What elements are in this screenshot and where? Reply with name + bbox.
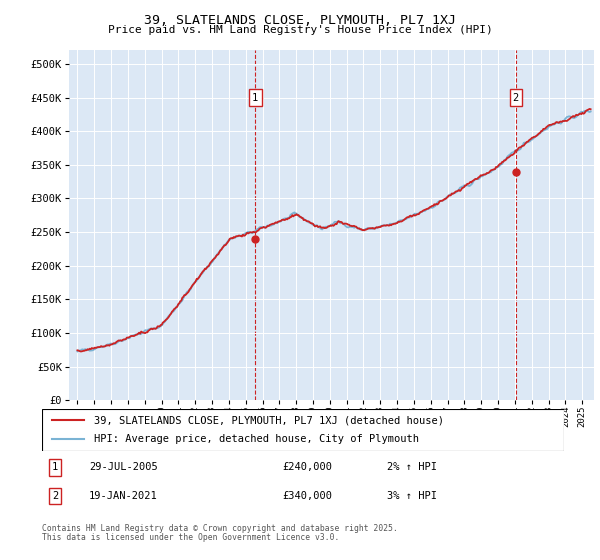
Text: Price paid vs. HM Land Registry's House Price Index (HPI): Price paid vs. HM Land Registry's House … (107, 25, 493, 35)
Text: 39, SLATELANDS CLOSE, PLYMOUTH, PL7 1XJ: 39, SLATELANDS CLOSE, PLYMOUTH, PL7 1XJ (144, 14, 456, 27)
Text: 1: 1 (52, 463, 58, 473)
Text: Contains HM Land Registry data © Crown copyright and database right 2025.: Contains HM Land Registry data © Crown c… (42, 524, 398, 533)
Text: £240,000: £240,000 (282, 463, 332, 473)
FancyBboxPatch shape (42, 409, 564, 451)
Text: 39, SLATELANDS CLOSE, PLYMOUTH, PL7 1XJ (detached house): 39, SLATELANDS CLOSE, PLYMOUTH, PL7 1XJ … (94, 415, 444, 425)
Text: 2% ↑ HPI: 2% ↑ HPI (386, 463, 437, 473)
Text: 2: 2 (512, 92, 519, 102)
Text: 1: 1 (252, 92, 259, 102)
Text: HPI: Average price, detached house, City of Plymouth: HPI: Average price, detached house, City… (94, 435, 419, 445)
Text: 19-JAN-2021: 19-JAN-2021 (89, 491, 158, 501)
Text: £340,000: £340,000 (282, 491, 332, 501)
Text: This data is licensed under the Open Government Licence v3.0.: This data is licensed under the Open Gov… (42, 533, 340, 542)
Text: 29-JUL-2005: 29-JUL-2005 (89, 463, 158, 473)
Text: 3% ↑ HPI: 3% ↑ HPI (386, 491, 437, 501)
Text: 2: 2 (52, 491, 58, 501)
